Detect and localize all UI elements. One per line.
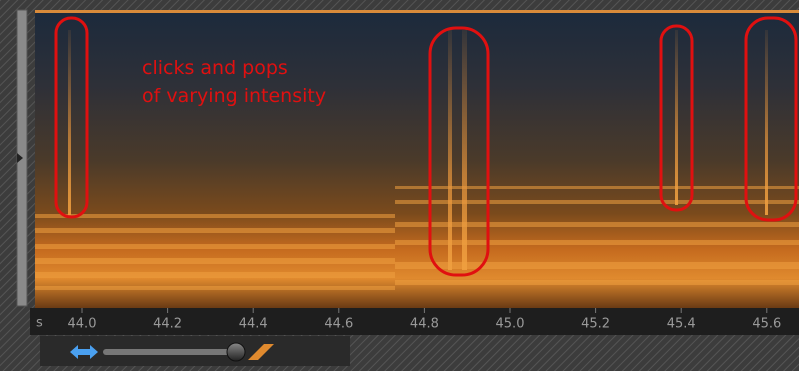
spectral-icon[interactable] xyxy=(248,344,274,360)
tick-label: 44.8 xyxy=(410,317,439,332)
time-unit: s xyxy=(36,316,43,331)
zoom-knob[interactable] xyxy=(226,342,246,362)
highlights xyxy=(54,16,798,277)
tick-label: 44.6 xyxy=(324,317,353,332)
tick-label: 44.4 xyxy=(239,317,268,332)
tick-label: 45.0 xyxy=(496,317,525,332)
tick-label: 44.0 xyxy=(68,317,97,332)
spectrogram xyxy=(35,10,799,308)
tick-label: 45.2 xyxy=(581,317,610,332)
time-ruler xyxy=(30,308,799,335)
time-ticks: 44.0 44.2 44.4 44.6 44.8 45.0 45.2 45.4 45.6 xyxy=(68,308,781,332)
tick-label: 45.6 xyxy=(752,317,781,332)
tick-label: 45.4 xyxy=(667,317,696,332)
zoom-slider[interactable] xyxy=(103,349,233,355)
expander[interactable] xyxy=(17,153,23,163)
annotation-line: clicks and pops xyxy=(142,57,288,79)
zoom-control xyxy=(40,336,350,366)
zoom-icon[interactable] xyxy=(70,345,98,359)
annotation-line: of varying intensity xyxy=(142,85,326,107)
tick-label: 44.2 xyxy=(153,317,182,332)
